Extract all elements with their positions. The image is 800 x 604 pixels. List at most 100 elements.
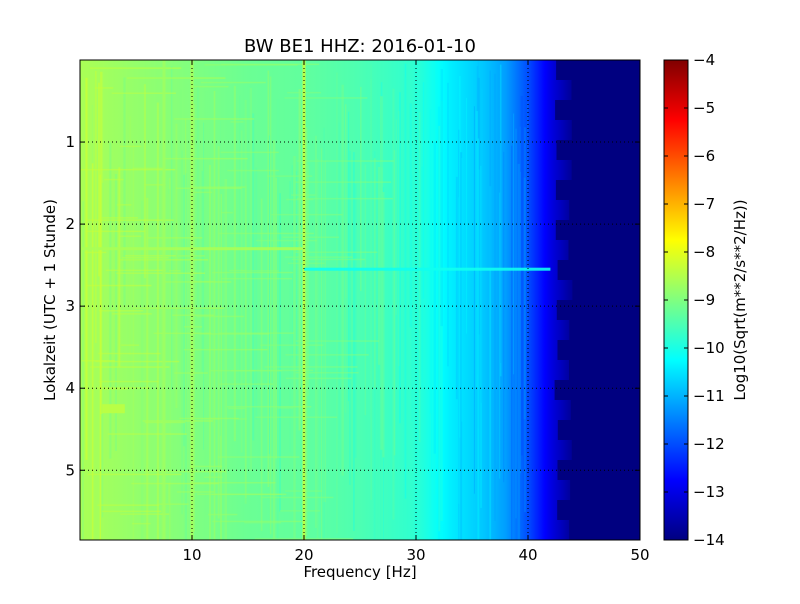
noise-streak xyxy=(217,146,220,519)
noise-streak xyxy=(276,99,280,366)
noise-band xyxy=(219,332,294,334)
noise-streak xyxy=(499,141,502,363)
noise-streak xyxy=(240,130,243,453)
noise-streak xyxy=(360,86,362,292)
noise-streak xyxy=(129,145,132,345)
noise-band xyxy=(105,269,166,272)
noise-band xyxy=(203,476,223,478)
noise-streak xyxy=(409,103,412,328)
noise-streak xyxy=(100,71,103,415)
noise-streak xyxy=(272,140,276,540)
x-axis-label: Frequency [Hz] xyxy=(303,563,416,581)
noise-streak xyxy=(209,165,211,540)
noise-streak xyxy=(498,192,501,479)
noise-streak xyxy=(473,106,475,494)
colorbar-tick-label: −13 xyxy=(693,483,725,501)
noise-streak xyxy=(321,148,323,541)
noise-streak xyxy=(255,167,258,420)
noise-streak xyxy=(244,99,247,504)
noise-streak xyxy=(349,150,351,485)
noise-band xyxy=(107,433,187,435)
plot-frame xyxy=(79,59,641,541)
noise-streak xyxy=(348,111,350,402)
noise-streak xyxy=(438,125,441,532)
noise-band xyxy=(86,284,152,287)
noise-band xyxy=(199,333,270,335)
noise-band xyxy=(95,360,180,363)
noise-band xyxy=(196,315,244,318)
noise-band xyxy=(218,232,314,235)
noise-streak xyxy=(433,142,436,454)
noise-band xyxy=(296,160,394,162)
noise-streak xyxy=(378,166,381,365)
noise-streak xyxy=(179,89,182,396)
noise-band xyxy=(96,387,151,389)
colorbar-tick-label: −10 xyxy=(693,339,725,357)
noise-streak xyxy=(369,64,373,419)
noise-streak xyxy=(189,175,192,458)
colorbar-tick-label: −6 xyxy=(693,147,715,165)
noise-streak xyxy=(517,163,521,540)
noise-streak xyxy=(480,88,483,403)
noise-band xyxy=(221,277,293,280)
noise-streak xyxy=(523,177,526,420)
noise-band xyxy=(197,493,282,496)
noise-streak xyxy=(252,113,255,441)
colorbar-tick-label: −7 xyxy=(693,195,715,213)
noise-streak xyxy=(123,77,126,306)
noise-streak xyxy=(220,120,222,436)
noise-streak xyxy=(457,197,460,504)
noise-streak xyxy=(515,128,517,519)
low-energy-region xyxy=(572,280,640,300)
noise-band xyxy=(142,420,213,422)
noise-band xyxy=(280,510,321,512)
y-tick-label: 1 xyxy=(65,133,75,151)
noise-streak xyxy=(513,113,515,375)
noise-streak xyxy=(183,174,186,447)
noise-streak xyxy=(455,176,458,400)
noise-band xyxy=(194,482,276,484)
grid-lines xyxy=(80,60,640,540)
noise-band xyxy=(294,181,392,183)
noise-band xyxy=(260,344,324,346)
noise-streak xyxy=(291,165,293,358)
noise-band xyxy=(119,145,142,148)
noise-streak xyxy=(156,102,159,540)
colorbar-tick-label: −4 xyxy=(693,51,715,69)
noise-streak xyxy=(520,95,524,456)
noise-streak xyxy=(411,174,414,422)
noise-streak xyxy=(519,126,521,462)
noise-band xyxy=(189,465,223,468)
low-energy-region xyxy=(570,400,640,420)
noise-band xyxy=(169,269,181,272)
noise-streak xyxy=(233,85,236,442)
chart-title: BW BE1 HHZ: 2016-01-10 xyxy=(244,36,476,57)
noise-band xyxy=(132,167,164,170)
noise-streak xyxy=(85,77,88,460)
noise-streak xyxy=(101,182,104,518)
noise-streak xyxy=(478,169,480,540)
noise-streak xyxy=(213,90,216,541)
noise-streak xyxy=(328,133,330,517)
noise-band xyxy=(94,87,114,89)
noise-band xyxy=(101,217,138,219)
noise-band xyxy=(98,380,159,383)
low-energy-region xyxy=(571,120,640,140)
low-energy-region xyxy=(571,160,640,180)
noise-streak xyxy=(95,71,97,343)
x-tick-label: 10 xyxy=(182,546,201,564)
transient-band xyxy=(102,404,125,414)
noise-band xyxy=(230,121,244,123)
noise-band xyxy=(153,332,212,335)
noise-streak xyxy=(161,175,164,540)
noise-band xyxy=(208,513,238,516)
noise-band xyxy=(143,470,226,473)
noise-band xyxy=(285,354,369,356)
low-energy-region xyxy=(557,420,640,440)
noise-band xyxy=(111,92,176,94)
noise-streak xyxy=(398,111,400,366)
noise-band xyxy=(162,157,248,160)
noise-streak xyxy=(279,193,281,512)
noise-band xyxy=(271,213,343,216)
noise-streak xyxy=(336,72,338,534)
